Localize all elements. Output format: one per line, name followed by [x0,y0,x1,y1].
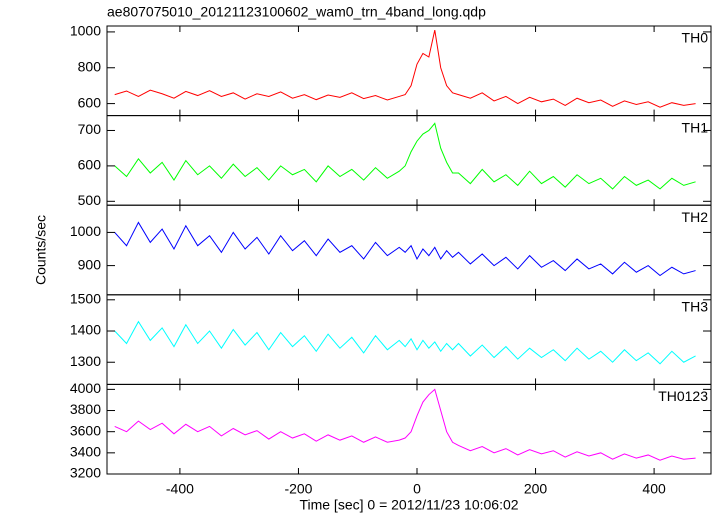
panel-label: TH0 [682,30,709,46]
panel-frame [106,383,712,475]
panel-label: TH0123 [658,388,708,404]
x-tick-label: 0 [413,481,421,497]
x-tick-label: 400 [642,481,666,497]
data-line [114,388,696,461]
x-tick-label: -200 [284,481,312,497]
y-tick-label: 500 [78,192,102,208]
y-tick-label: 600 [78,157,102,173]
y-tick-label: 700 [78,121,102,137]
y-tick-label: 1300 [70,353,101,369]
y-tick-label: 800 [78,58,102,74]
data-line [114,122,696,190]
y-tick-label: 1000 [70,223,101,239]
panel-frame [106,115,712,206]
data-line [114,30,696,108]
panel-label: TH2 [682,209,709,225]
y-tick-label: 600 [78,94,102,110]
y-tick-label: 1500 [70,290,101,306]
y-tick-label: 4000 [70,380,101,396]
x-axis-label: Time [sec] 0 = 2012/11/23 10:06:02 [299,497,518,513]
data-line [114,221,696,277]
chart-title: ae807075010_20121123100602_wam0_trn_4ban… [107,4,486,20]
panel-label: TH3 [682,299,709,315]
data-line [114,320,696,365]
y-tick-label: 900 [78,256,102,272]
y-tick-label: 3800 [70,401,101,417]
y-tick-label: 3600 [70,422,101,438]
x-tick-label: -400 [166,481,194,497]
panel-label: TH1 [682,119,709,135]
panel-frame [106,204,712,296]
y-tick-label: 3400 [70,444,101,460]
y-axis-label: Counts/sec [33,215,49,285]
x-tick-label: 200 [524,481,548,497]
panel-frame [106,294,712,385]
panel-frame [106,25,712,117]
y-tick-label: 3200 [70,465,101,481]
y-tick-label: 1400 [70,322,101,338]
y-tick-label: 1000 [70,23,101,39]
